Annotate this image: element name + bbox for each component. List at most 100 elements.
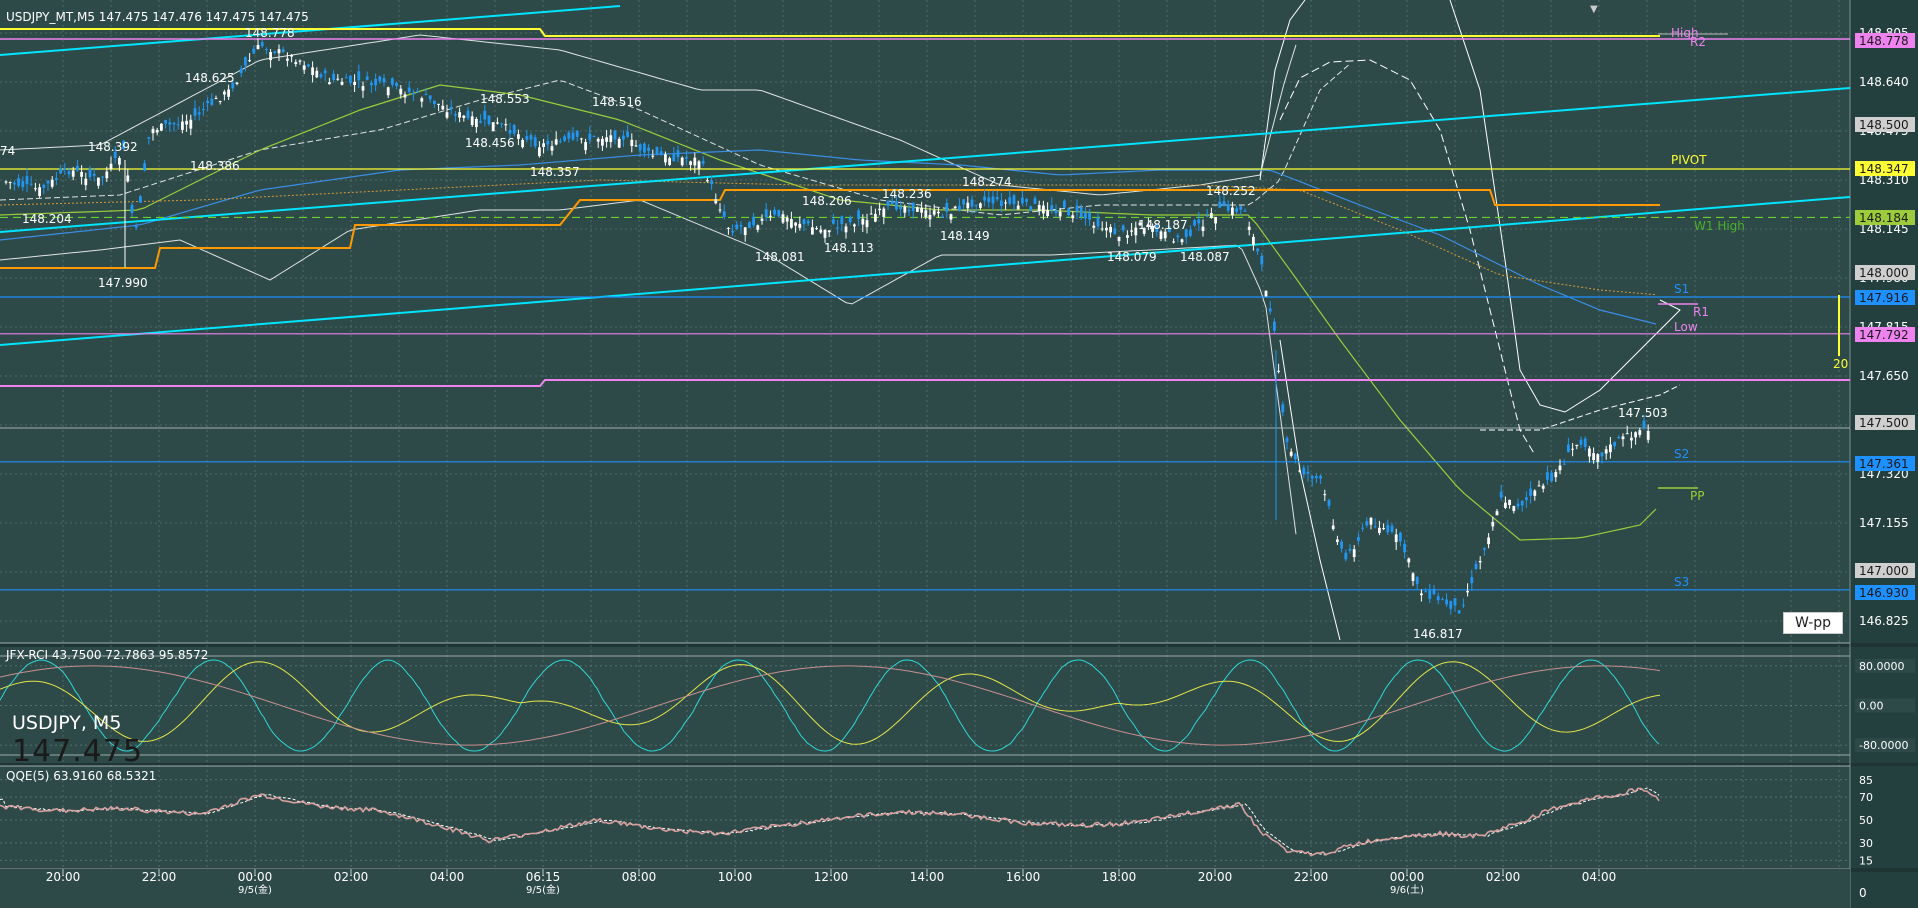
candle-body [1415,577,1419,585]
candle-body [1399,532,1402,542]
candle-body [584,142,587,151]
candle-body [542,143,545,147]
candle-body [706,180,709,182]
candle-body [979,203,982,208]
candle-body [1134,227,1138,236]
candle-body [714,199,718,204]
candle-body [1021,197,1024,204]
candle-body [281,49,285,52]
candle-body [1222,201,1226,207]
candle-body [596,138,600,142]
candle-body [575,130,579,137]
candle-body [378,76,382,82]
candle-body [1575,444,1579,447]
price-tag-label: 146.930 [1859,586,1909,600]
candle-body [991,196,995,204]
candle-body [748,222,751,228]
candle-body [1050,205,1054,211]
candle-body [1294,453,1297,460]
price-tag-label: 147.000 [1859,564,1909,578]
candle-body [857,210,860,220]
price-annotation: 148.079 [1107,250,1157,264]
candle-body [1583,438,1587,448]
candle-body [538,147,541,157]
candle-body [693,157,697,166]
candle-body [907,209,911,212]
candle-body [1554,472,1558,478]
candle-body [88,168,92,178]
candle-body [311,67,314,76]
candle-body [1621,436,1625,440]
spread-label: 20 [1833,357,1848,371]
candle-body [1138,222,1142,226]
price-tag-label: 147.916 [1859,291,1909,305]
candle-body [882,208,886,217]
time-label: 10:00 [718,870,753,884]
candle-body [722,211,726,217]
candle-body [4,181,8,183]
candle-body [634,145,638,147]
price-tag-label: 147.361 [1859,457,1909,471]
candle-body [197,112,201,115]
price-axis-tick: 148.640 [1859,75,1909,89]
candle-body [1126,235,1129,238]
candle-body [172,122,176,125]
price-annotation: 148.625 [185,71,235,85]
pivot-label-low: Low [1674,320,1698,334]
candle-body [932,210,936,215]
rci-fast [0,659,1660,752]
price-annotation: 148.274 [962,175,1012,189]
candle-body [743,227,747,236]
pivot-label-pivot: PIVOT [1671,153,1707,167]
candle-body [567,132,571,139]
candle-body [1617,437,1621,439]
candle-body [941,216,944,218]
candle-body [659,151,663,156]
candle-body [1281,404,1285,413]
candle-body [466,110,470,119]
candle-body [987,197,991,203]
candle-body [1407,558,1411,563]
candle-body [588,133,592,140]
candle-body [433,100,436,104]
candle-body [1168,226,1171,233]
price-axis-tick: 148.310 [1859,173,1909,187]
candle-body [769,215,772,217]
qqe-axis-tick: 70 [1859,791,1873,804]
price-annotation: 148.149 [940,229,990,243]
price-annotation: 148.456 [465,136,515,150]
candle-body [1453,598,1457,606]
candle-body [1147,224,1150,227]
candle-body [554,139,558,145]
w-pp-button[interactable]: W-pp [1783,612,1843,634]
candle-body [353,81,356,85]
candle-body [605,137,608,142]
candle-body [76,165,79,171]
candle-body [869,213,873,215]
candle-body [428,95,432,100]
pivot-label-r1: R1 [1693,305,1709,319]
candle-body [407,87,411,93]
candle-body [462,115,466,119]
candle-body [937,211,940,214]
candle-body [697,161,701,170]
candle-body [626,131,629,137]
candle-body [1306,471,1310,474]
candle-body [798,223,802,228]
candle-body [609,135,613,143]
candle-body [1491,521,1495,527]
price-annotation: 148.516 [592,95,642,109]
time-label: 02:00 [1486,870,1521,884]
candle-body [1520,500,1524,506]
time-label: 16:00 [1006,870,1041,884]
time-label: 18:00 [1102,870,1137,884]
panel-separator [0,763,1918,766]
candle-body [580,138,583,140]
price-annotation: 148.778 [245,26,295,40]
price-annotation: 147.503 [1618,406,1668,420]
candle-body [1592,453,1595,461]
candle-body [1495,511,1499,516]
candle-body [1331,525,1335,530]
candle-body [819,229,823,233]
